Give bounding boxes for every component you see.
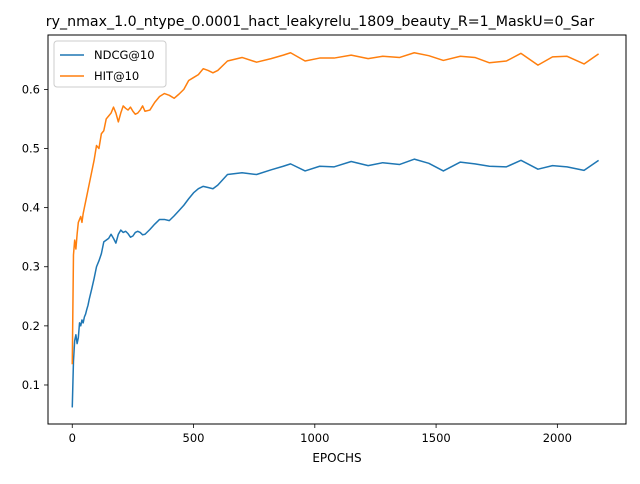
- series-line-hit-10: [71, 51, 600, 365]
- y-tick-label: 0.3: [22, 260, 40, 274]
- x-tick-label: 1500: [421, 431, 450, 445]
- x-axis: 0 500 1000 1500 2000: [69, 424, 572, 445]
- x-tick-label: 1000: [300, 431, 329, 445]
- legend-label: HIT@10: [94, 69, 139, 83]
- y-tick-label: 0.2: [22, 319, 40, 333]
- plot-frame: [47, 34, 627, 425]
- y-tick-label: 0.5: [22, 142, 40, 156]
- x-axis-label: EPOCHS: [312, 451, 361, 465]
- x-tick-label: 2000: [543, 431, 572, 445]
- chart-title: ry_nmax_1.0_ntype_0.0001_hact_leakyrelu_…: [46, 14, 595, 30]
- y-tick-label: 0.4: [22, 201, 40, 215]
- y-tick-label: 0.6: [22, 82, 40, 96]
- x-tick-label: 500: [183, 431, 205, 445]
- legend: NDCG@10 HIT@10: [53, 40, 167, 88]
- series-line-ndcg-10: [71, 158, 600, 408]
- y-axis: 0.1 0.2 0.3 0.4 0.5 0.6: [22, 82, 48, 392]
- x-tick-label: 0: [69, 431, 76, 445]
- y-tick-label: 0.1: [22, 378, 40, 392]
- legend-label: NDCG@10: [94, 48, 155, 62]
